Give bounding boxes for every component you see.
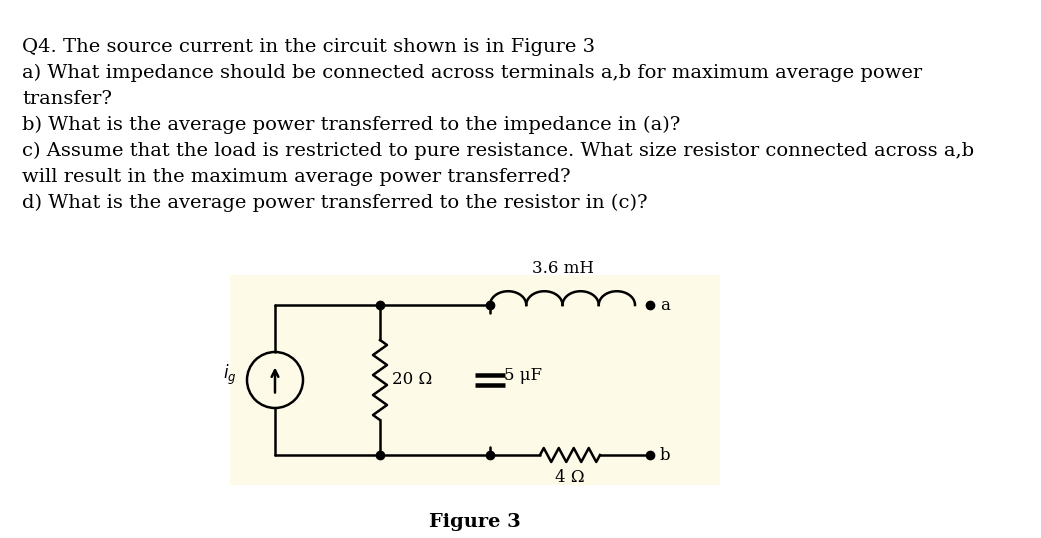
- Text: 20 Ω: 20 Ω: [392, 372, 432, 388]
- Text: $i_g$: $i_g$: [224, 363, 237, 387]
- Text: 3.6 mH: 3.6 mH: [532, 260, 593, 277]
- Text: Q4. The source current in the circuit shown is in Figure 3: Q4. The source current in the circuit sh…: [22, 38, 595, 56]
- Text: c) Assume that the load is restricted to pure resistance. What size resistor con: c) Assume that the load is restricted to…: [22, 142, 974, 160]
- Text: will result in the maximum average power transferred?: will result in the maximum average power…: [22, 168, 570, 186]
- Text: d) What is the average power transferred to the resistor in (c)?: d) What is the average power transferred…: [22, 194, 648, 213]
- Text: 5 μF: 5 μF: [504, 366, 542, 384]
- Text: b) What is the average power transferred to the impedance in (a)?: b) What is the average power transferred…: [22, 116, 681, 134]
- Text: a: a: [660, 296, 669, 314]
- Text: 4 Ω: 4 Ω: [555, 469, 585, 486]
- Bar: [230, 275, 720, 485]
- Text: b: b: [660, 447, 670, 464]
- Text: Figure 3: Figure 3: [429, 513, 520, 531]
- Text: a) What impedance should be connected across terminals a,b for maximum average p: a) What impedance should be connected ac…: [22, 64, 922, 82]
- Text: transfer?: transfer?: [22, 90, 112, 108]
